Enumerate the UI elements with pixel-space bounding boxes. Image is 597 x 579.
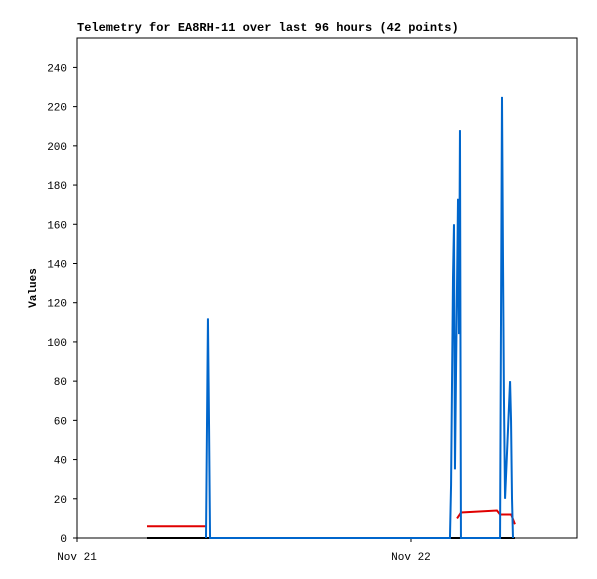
y-tick-label: 200 [47, 142, 67, 154]
y-tick-label: 0 [60, 534, 67, 546]
y-tick-label: 60 [54, 416, 67, 428]
chart-title: Telemetry for EA8RH-11 over last 96 hour… [77, 21, 459, 35]
series-line [205, 96, 514, 539]
y-tick-label: 40 [54, 456, 67, 468]
x-tick-label: Nov 21 [57, 552, 97, 564]
y-tick-label: 220 [47, 103, 67, 115]
y-tick-label: 180 [47, 181, 67, 193]
y-tick-label: 100 [47, 338, 67, 350]
y-tick-label: 240 [47, 63, 67, 75]
y-tick-label: 80 [54, 377, 67, 389]
y-tick-label: 120 [47, 299, 67, 311]
x-tick-label: Nov 22 [391, 552, 431, 564]
y-tick-label: 140 [47, 259, 67, 271]
y-tick-label: 160 [47, 220, 67, 232]
y-axis-label: Values [28, 268, 40, 308]
series-line [456, 509, 516, 525]
y-tick-label: 20 [54, 495, 67, 507]
